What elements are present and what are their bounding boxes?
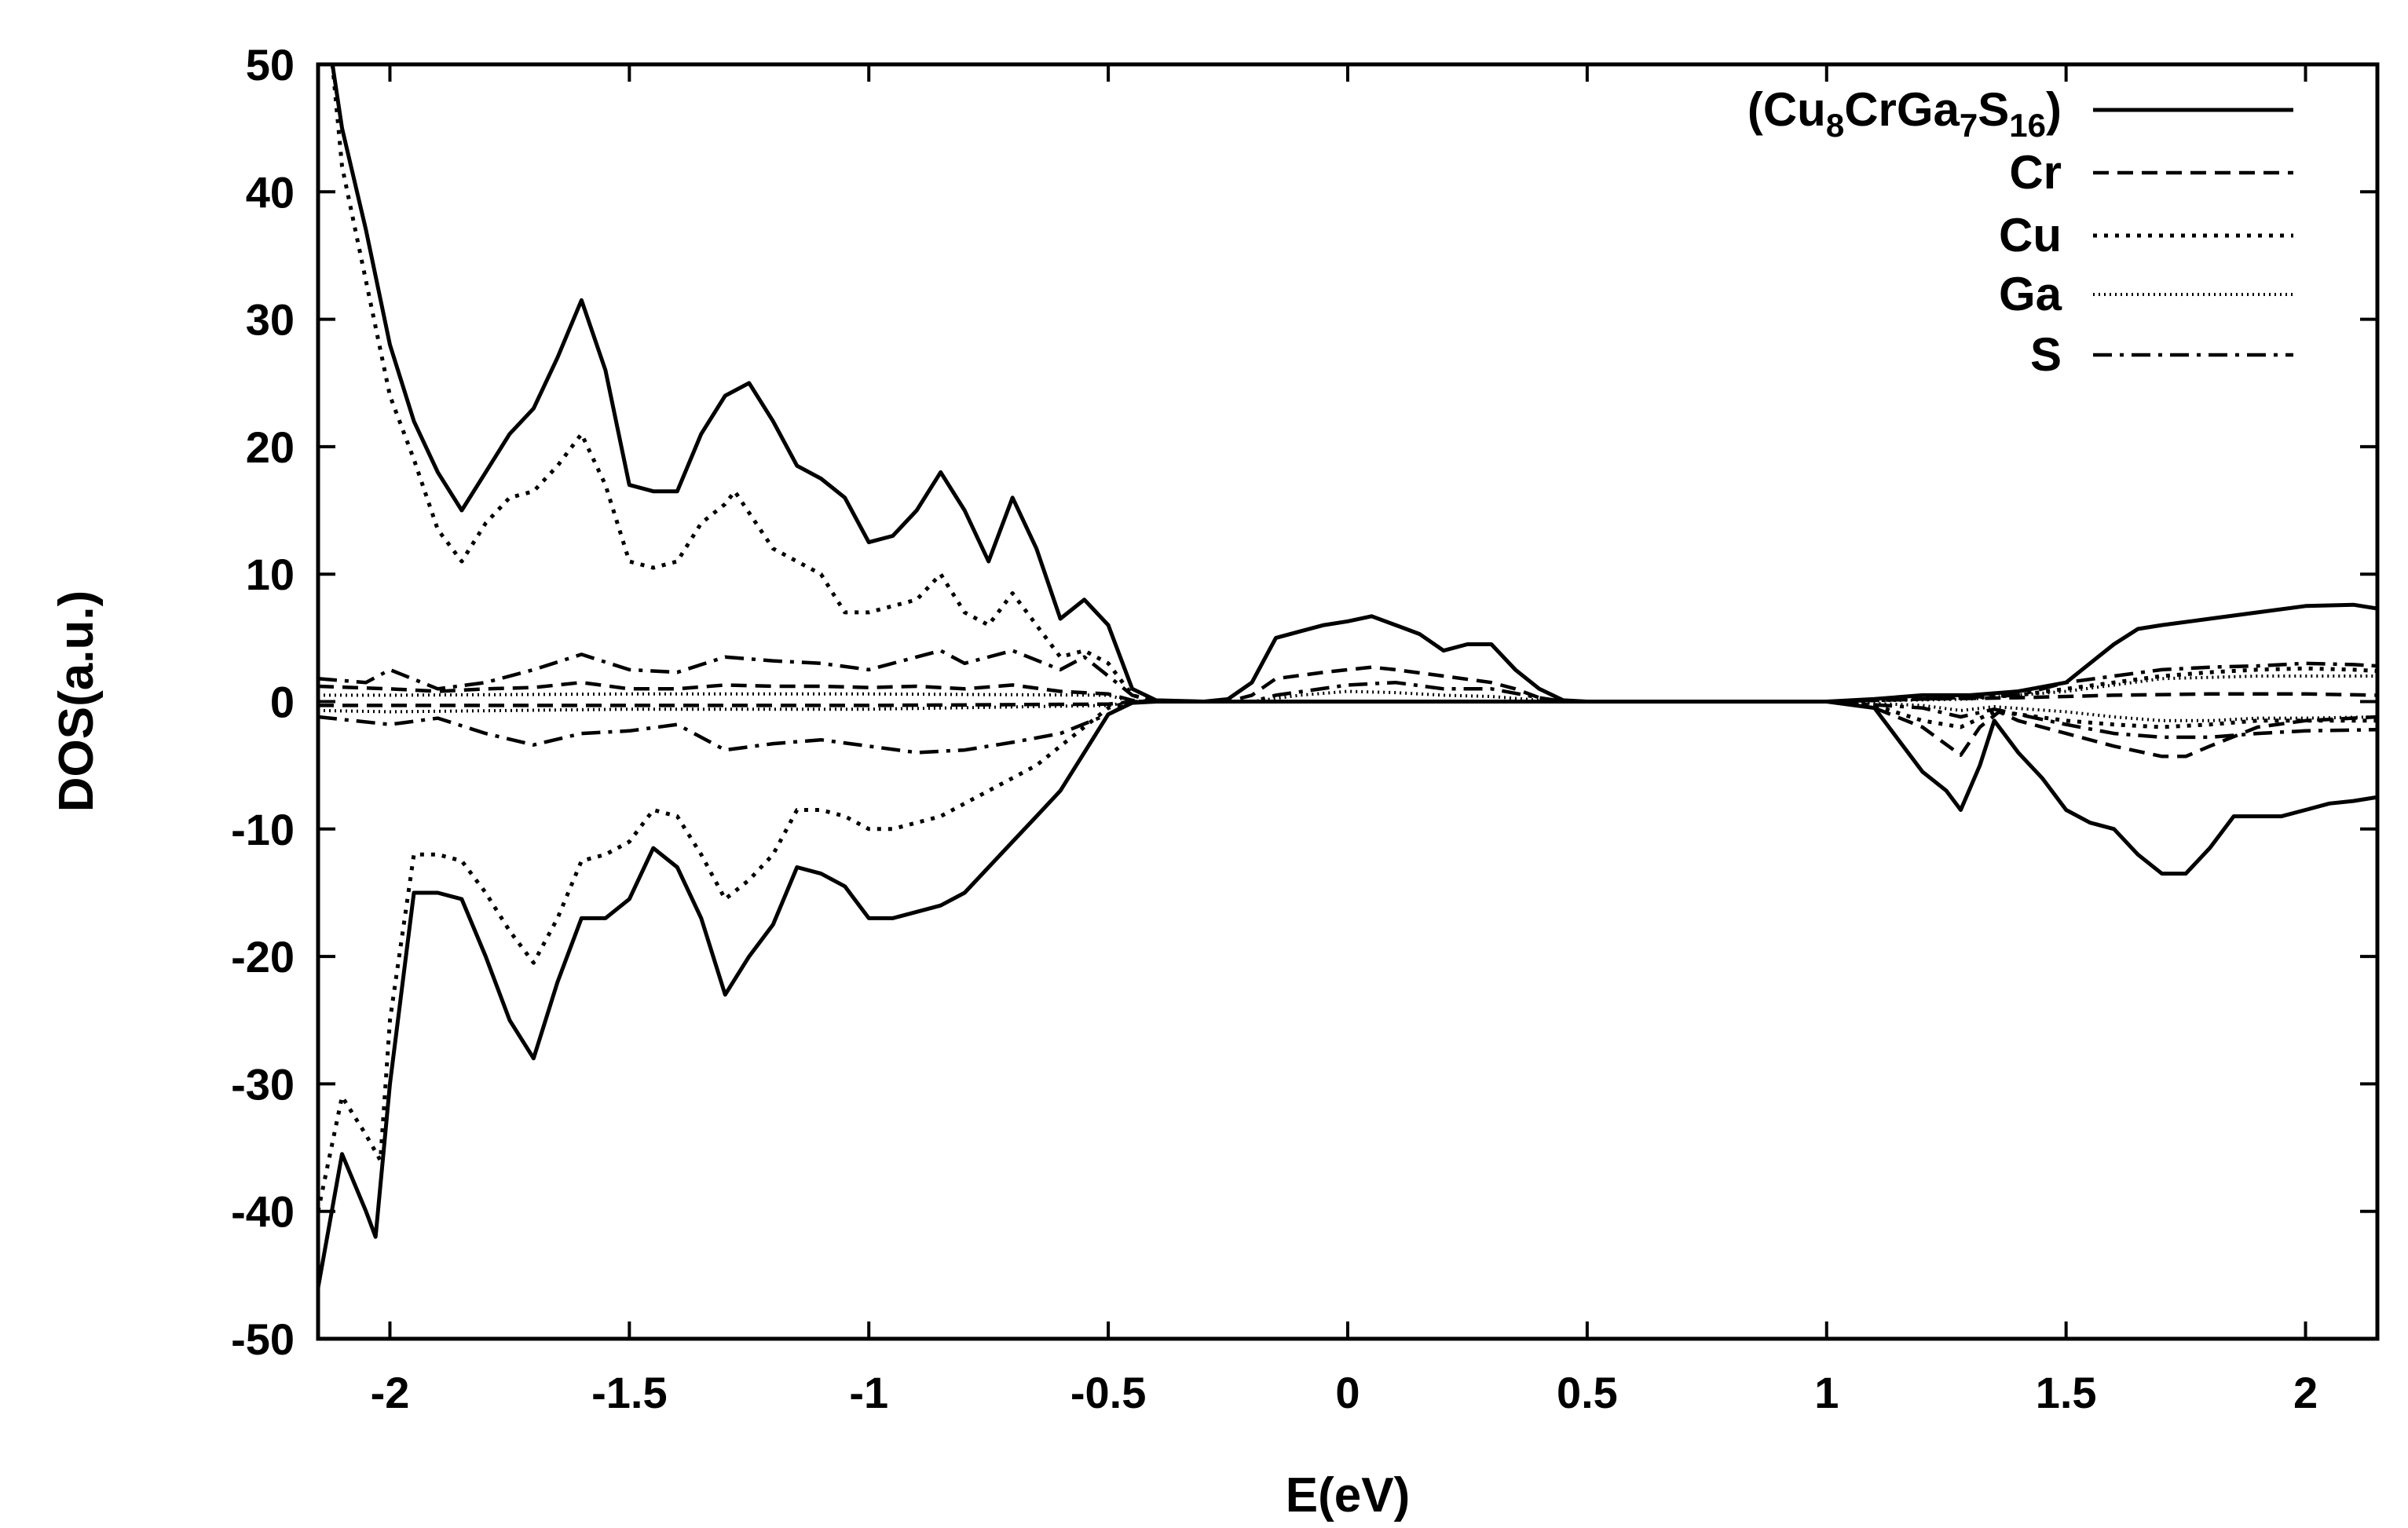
legend-label-Cr: Cr	[2009, 146, 2062, 199]
x-tick-label: -2	[371, 1368, 410, 1417]
y-tick-label: 30	[246, 295, 295, 345]
series-Cu-down	[318, 700, 2377, 1212]
y-tick-label: 50	[246, 40, 295, 90]
y-tick-label: 40	[246, 167, 295, 217]
series-S-down	[318, 700, 2377, 755]
series-Ga-up	[318, 674, 2377, 704]
plot-frame	[316, 62, 2380, 1341]
y-tick-label: -10	[231, 805, 295, 854]
x-tick-label: 1.5	[2036, 1368, 2097, 1417]
legend: (Cu8CrGa7S16)Cr Cu Ga S	[1747, 83, 2293, 381]
y-tick-label: -30	[231, 1059, 295, 1109]
y-tick-label: -20	[231, 932, 295, 982]
x-tick-label: -0.5	[1070, 1368, 1147, 1417]
series-Cr-down	[318, 700, 2377, 759]
y-axis-title: DOS(a.u.)	[49, 590, 104, 812]
legend-label-S: S	[2030, 328, 2062, 381]
x-tick-label: 2	[2293, 1368, 2318, 1417]
x-tick-label: 0.5	[1557, 1368, 1618, 1417]
y-tick-labels: -50 -40 -30 -20 -10 0 10 20 30 40 50	[231, 40, 295, 1364]
legend-label-Ga: Ga	[1999, 268, 2062, 320]
y-tick-label: -40	[231, 1187, 295, 1237]
series-total-up	[330, 64, 2377, 704]
x-axis-title: E(eV)	[1286, 1468, 1410, 1523]
y-tick-label: 0	[270, 678, 295, 727]
x-tick-label: 0	[1335, 1368, 1360, 1417]
y-tick-label: 10	[246, 550, 295, 599]
series-group	[318, 64, 2377, 1289]
legend-label-Cu: Cu	[1999, 209, 2062, 261]
y-tick-label: -50	[231, 1314, 295, 1364]
series-S-up	[318, 649, 2377, 704]
series-total-down	[318, 700, 2377, 1289]
x-tick-label: 1	[1814, 1368, 1839, 1417]
x-tick-label: -1.5	[591, 1368, 668, 1417]
x-tick-label: -1	[849, 1368, 888, 1417]
series-Ga-down	[318, 700, 2377, 722]
y-tick-label: 20	[246, 422, 295, 472]
legend-label-total: (Cu8CrGa7S16)	[1747, 83, 2062, 144]
series-Cu-up	[330, 64, 2377, 704]
x-tick-labels: -2 -1.5 -1 -0.5 0 0.5 1 1.5 2	[371, 1368, 2318, 1417]
series-Cr-up	[318, 665, 2377, 704]
